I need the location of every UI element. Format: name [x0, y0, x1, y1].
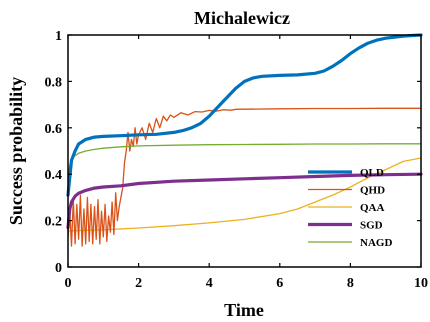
legend-label-nagd: NAGD	[360, 237, 392, 249]
y-tick-label: 0	[55, 261, 62, 276]
series-layer	[66, 33, 423, 247]
legend: QLD QHD QAA SGD NAGD	[308, 167, 392, 249]
y-tick-label: 0.8	[45, 75, 63, 90]
series-line-qld	[66, 33, 423, 197]
series-line-sgd	[66, 172, 423, 230]
plot-frame	[67, 34, 422, 268]
legend-label-qhd: QHD	[360, 185, 385, 197]
y-tick-label: 0.4	[45, 168, 63, 183]
x-tick-label: 8	[347, 276, 354, 291]
legend-label-sgd: SGD	[360, 220, 383, 232]
ticks-layer: 0 2 4 6 8 10 0 0.2 0.4 0.6 0.8 1	[45, 29, 429, 291]
x-tick-label: 10	[414, 276, 428, 291]
y-tick-label: 0.6	[45, 122, 63, 137]
y-tick-label: 0.2	[45, 215, 63, 230]
legend-label-qld: QLD	[360, 167, 384, 179]
x-tick-label: 6	[276, 276, 283, 291]
x-axis-label: Time	[224, 300, 264, 320]
x-tick-label: 2	[135, 276, 142, 291]
y-axis-label: Success probability	[6, 77, 26, 225]
series-line-qhd	[67, 107, 422, 247]
legend-label-qaa: QAA	[360, 202, 385, 214]
y-tick-label: 1	[55, 29, 62, 44]
chart-title: Michalewicz	[194, 8, 290, 28]
x-tick-label: 0	[65, 276, 72, 291]
x-tick-label: 4	[206, 276, 213, 291]
